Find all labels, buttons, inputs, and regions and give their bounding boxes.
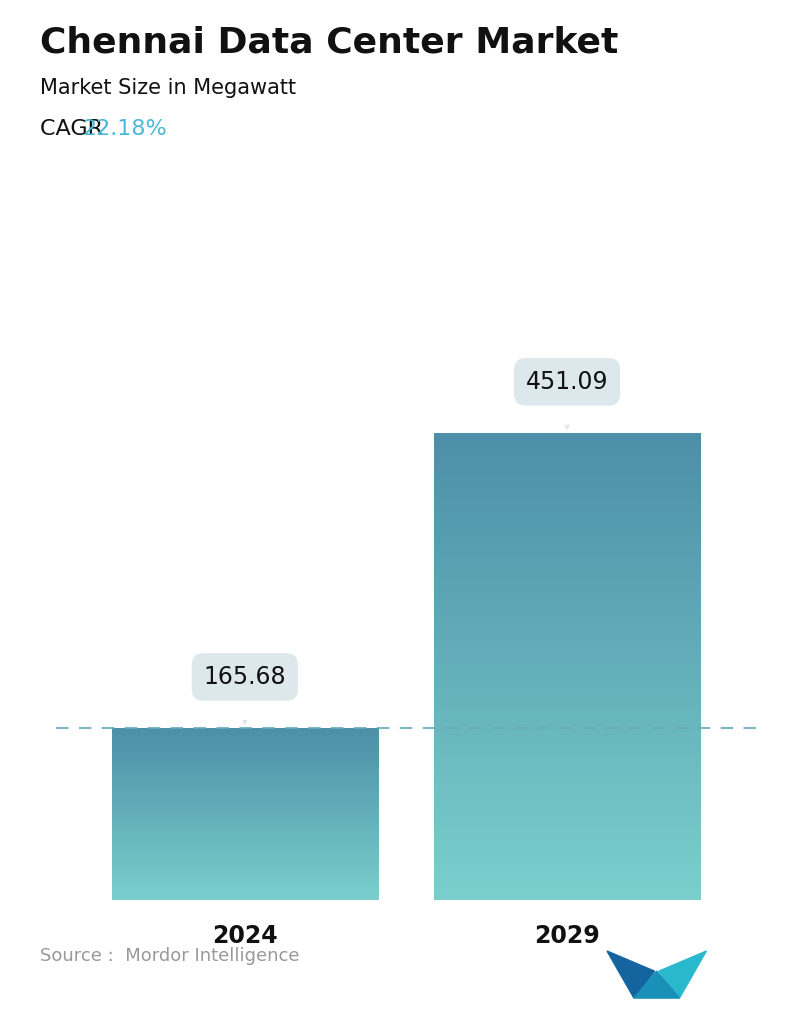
Polygon shape [634, 971, 680, 998]
Polygon shape [659, 951, 706, 998]
Text: Chennai Data Center Market: Chennai Data Center Market [40, 26, 618, 60]
Text: Source :  Mordor Intelligence: Source : Mordor Intelligence [40, 947, 299, 966]
Text: Market Size in Megawatt: Market Size in Megawatt [40, 78, 296, 97]
Text: 451.09: 451.09 [526, 370, 608, 430]
Text: 165.68: 165.68 [204, 665, 287, 726]
Polygon shape [607, 951, 654, 998]
Text: CAGR: CAGR [40, 119, 110, 139]
Text: 22.18%: 22.18% [82, 119, 166, 139]
